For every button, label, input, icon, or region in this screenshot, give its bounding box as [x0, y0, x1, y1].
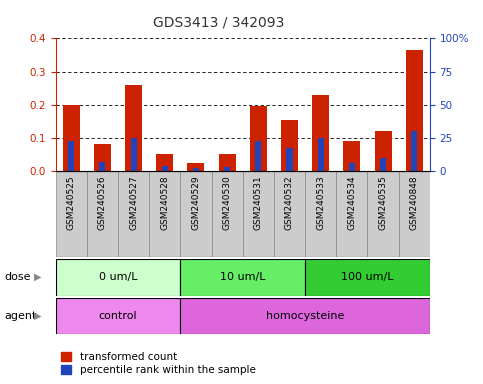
Bar: [99, 162, 105, 171]
Text: GSM240535: GSM240535: [379, 175, 387, 230]
Text: GSM240534: GSM240534: [347, 175, 356, 230]
Bar: [305, 171, 336, 257]
Bar: [156, 154, 173, 171]
Text: GSM240532: GSM240532: [285, 175, 294, 230]
Bar: [250, 106, 267, 171]
Bar: [63, 105, 80, 171]
Text: control: control: [99, 311, 137, 321]
Bar: [149, 171, 180, 257]
Bar: [380, 158, 386, 171]
Text: GSM240526: GSM240526: [98, 175, 107, 230]
Text: GSM240525: GSM240525: [67, 175, 76, 230]
Bar: [411, 131, 417, 171]
Text: GSM240533: GSM240533: [316, 175, 325, 230]
Text: GSM240529: GSM240529: [191, 175, 200, 230]
Bar: [130, 138, 137, 171]
Bar: [68, 141, 74, 171]
Bar: [343, 141, 360, 171]
Bar: [281, 119, 298, 171]
Text: 10 um/L: 10 um/L: [220, 272, 266, 283]
Text: GSM240531: GSM240531: [254, 175, 263, 230]
Bar: [256, 141, 261, 171]
Bar: [406, 50, 423, 171]
Bar: [180, 298, 430, 334]
Bar: [187, 162, 204, 171]
Text: agent: agent: [5, 311, 37, 321]
Bar: [305, 259, 430, 296]
Bar: [286, 148, 293, 171]
Bar: [224, 167, 230, 171]
Bar: [162, 166, 168, 171]
Bar: [94, 144, 111, 171]
Text: 0 um/L: 0 um/L: [99, 272, 137, 283]
Bar: [336, 171, 368, 257]
Bar: [125, 85, 142, 171]
Bar: [242, 171, 274, 257]
Bar: [118, 171, 149, 257]
Legend: transformed count, percentile rank within the sample: transformed count, percentile rank withi…: [61, 352, 256, 375]
Bar: [56, 259, 180, 296]
Text: homocysteine: homocysteine: [266, 311, 344, 321]
Text: GSM240530: GSM240530: [223, 175, 232, 230]
Bar: [312, 95, 329, 171]
Bar: [218, 154, 236, 171]
Text: dose: dose: [5, 272, 31, 282]
Text: GSM240848: GSM240848: [410, 175, 419, 230]
Bar: [87, 171, 118, 257]
Bar: [212, 171, 242, 257]
Bar: [374, 131, 392, 171]
Text: 100 um/L: 100 um/L: [341, 272, 394, 283]
Bar: [318, 138, 324, 171]
Text: ▶: ▶: [34, 272, 42, 282]
Text: ▶: ▶: [34, 311, 42, 321]
Bar: [193, 168, 199, 171]
Bar: [274, 171, 305, 257]
Text: GSM240527: GSM240527: [129, 175, 138, 230]
Bar: [368, 171, 398, 257]
Bar: [56, 171, 87, 257]
Text: GSM240528: GSM240528: [160, 175, 169, 230]
Bar: [56, 298, 180, 334]
Text: GDS3413 / 342093: GDS3413 / 342093: [153, 15, 284, 29]
Bar: [180, 171, 212, 257]
Bar: [398, 171, 430, 257]
Bar: [349, 162, 355, 171]
Bar: [180, 259, 305, 296]
